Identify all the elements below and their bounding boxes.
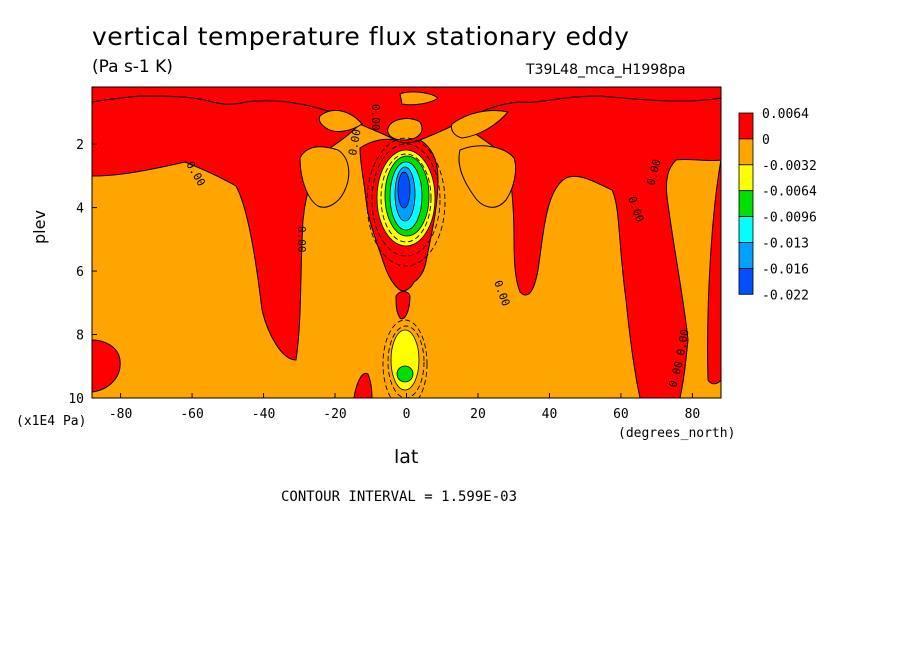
x-tick-label: -60: [180, 407, 203, 422]
region-red-right-column: [459, 95, 721, 398]
contour-label-3: 0.00: [346, 128, 363, 156]
region-orange-pocket-3: [318, 109, 363, 132]
contour-label-9: 0.00: [369, 104, 382, 131]
x-axis: -80 -60 -40 -20 0 20 40 60 80: [109, 393, 700, 422]
colorbar-swatch: [738, 112, 754, 140]
colorbar-label: -0.013: [762, 237, 809, 252]
x-axis-unit: (degrees_north): [618, 426, 736, 441]
x-tick-label: 60: [613, 407, 629, 422]
colorbar-label: -0.0064: [762, 185, 817, 200]
colorbar-swatch: [738, 216, 754, 243]
colorbar-swatch: [738, 138, 754, 166]
colorbar-swatch: [738, 164, 754, 192]
region-orange-pocket-1: [299, 146, 350, 208]
chart-units: (Pa s-1 K): [92, 57, 173, 77]
dashed-contour-2: [366, 137, 446, 267]
x-tick-label: 0: [403, 407, 411, 422]
x-tick-label: -40: [252, 407, 275, 422]
colorbar-swatch: [738, 242, 754, 269]
colorbar-label: 0: [762, 133, 770, 148]
colorbar-label: 0.0064: [762, 107, 809, 122]
region-red-center-lower: [395, 291, 411, 320]
region-red-bottom-left-center: [353, 372, 373, 398]
y-tick-label: 8: [76, 329, 84, 344]
colorbar-label: -0.022: [762, 288, 809, 303]
region-red-left-bottom: [92, 339, 121, 393]
region-orange-pocket-2: [387, 118, 423, 141]
y-tick-label: 2: [76, 138, 84, 153]
dashed-contour-1: [371, 143, 441, 257]
region-orange-pocket-4: [451, 110, 509, 139]
colorbar-label: -0.016: [762, 262, 809, 277]
y-tick-label: 4: [76, 202, 84, 217]
colorbar-label: -0.0032: [762, 159, 817, 174]
contour-interval: CONTOUR INTERVAL = 1.599E-03: [281, 489, 518, 505]
region-green-lower: [396, 365, 414, 383]
region-orange-pocket-6: [399, 91, 439, 106]
colorbar-swatch: [738, 267, 754, 295]
x-tick-label: -20: [323, 407, 346, 422]
y-axis: 2 4 6 8 10: [68, 138, 97, 407]
y-tick-label: 10: [68, 392, 84, 407]
chart-title: vertical temperature flux stationary edd…: [92, 22, 630, 51]
region-orange-pocket-5: [458, 145, 517, 208]
colorbar-swatch: [738, 190, 754, 217]
dashed-contour-3: [380, 153, 432, 243]
dashed-contour-4: [387, 325, 425, 398]
colorbar: 0.0064 0 -0.0032 -0.0064 -0.0096 -0.013 -0.016…: [738, 107, 817, 303]
region-blue-center: [397, 171, 411, 209]
dataset-name: T39L48_mca_H1998pa: [526, 62, 686, 78]
x-axis-label: lat: [394, 446, 419, 468]
dashed-contour-5: [382, 319, 428, 398]
contour-label-2: 0.00: [295, 226, 308, 253]
plot-area: 0.00 0.00 0.00 0.00 0.00 0.00 0.00 0.00 …: [92, 87, 721, 398]
region-red-far-right: [707, 159, 721, 385]
x-tick-label: 20: [470, 407, 486, 422]
contour-label-8: 0.00: [674, 328, 691, 356]
x-tick-label: -80: [109, 407, 132, 422]
colorbar-label: -0.0096: [762, 211, 817, 226]
x-tick-label: 80: [685, 407, 701, 422]
y-tick-label: 6: [76, 265, 84, 280]
x-tick-label: 40: [542, 407, 558, 422]
y-axis-unit: (x1E4 Pa): [16, 414, 87, 429]
